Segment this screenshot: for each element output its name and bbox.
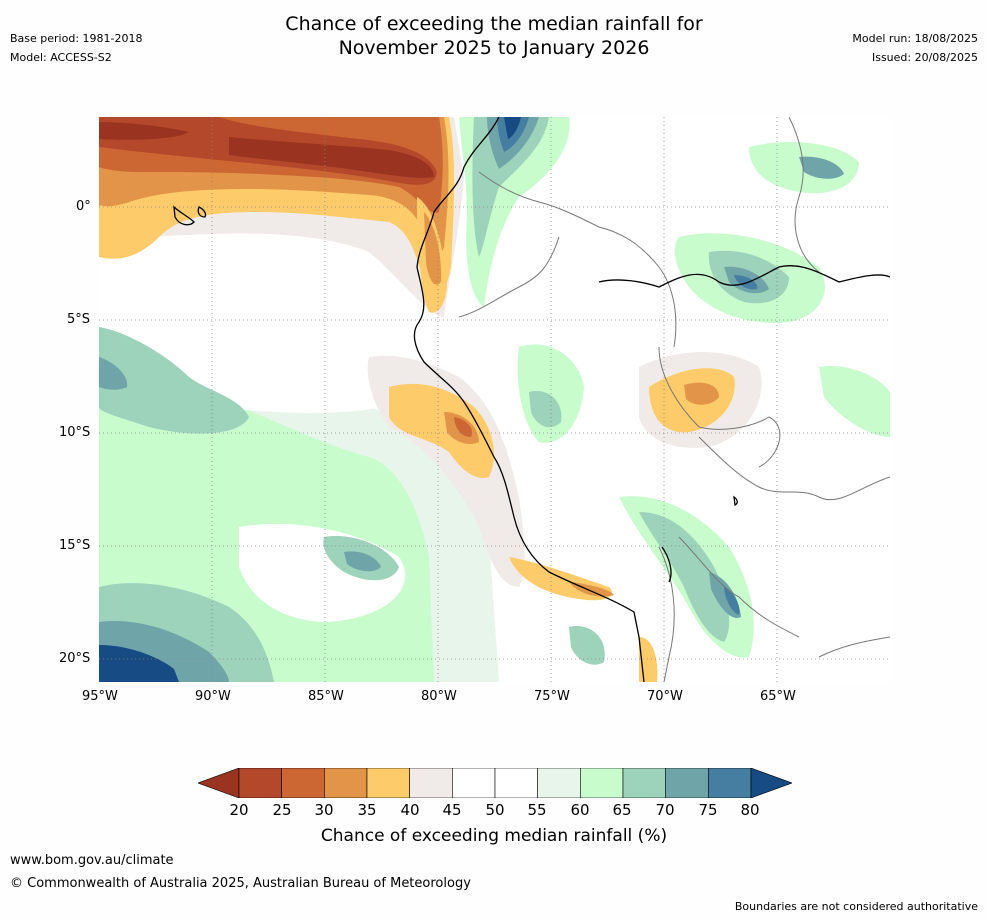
lon-label-70w: 70°W <box>647 689 683 704</box>
contour-65-70-amazon <box>529 391 562 428</box>
colorbar-low-arrow <box>198 768 240 798</box>
colorbar-cell <box>366 768 410 798</box>
colorbar-tick-40: 40 <box>400 801 420 819</box>
colorbar-cell <box>708 768 752 798</box>
colorbar-cell <box>281 768 325 798</box>
rainfall-map <box>99 117 890 682</box>
colorbar-tick-60: 60 <box>570 801 590 819</box>
issued-text: Issued: 20/08/2025 <box>871 51 978 64</box>
disclaimer-text: Boundaries are not considered authoritat… <box>734 900 978 913</box>
colorbar-tick-55: 55 <box>527 801 547 819</box>
contour-70-75-brazil-ne <box>799 156 844 179</box>
colorbar-tick-65: 65 <box>612 801 632 819</box>
colorbar-cell <box>452 768 496 798</box>
lon-label-85w: 85°W <box>308 689 344 704</box>
colorbar-cell <box>409 768 453 798</box>
contour-60-65-east-coast <box>819 366 890 437</box>
colorbar-tick-25: 25 <box>272 801 292 819</box>
colorbar-cell <box>494 768 538 798</box>
contour-70-75-west <box>99 357 128 390</box>
colorbar-tick-30: 30 <box>314 801 334 819</box>
lon-label-95w: 95°W <box>82 689 118 704</box>
colorbar-tick-75: 75 <box>698 801 718 819</box>
contour-80-colombia <box>504 117 521 139</box>
contour-70-75-mid <box>344 551 381 572</box>
colorbar-tick-80: 80 <box>740 801 760 819</box>
colorbar-tick-45: 45 <box>442 801 462 819</box>
contour-below-20-west <box>99 122 189 140</box>
colorbar-cells <box>238 768 752 798</box>
map-title: Chance of exceeding the median rainfall … <box>0 12 988 60</box>
colorbar-cell <box>665 768 709 798</box>
contour-65-70-chile <box>569 626 605 665</box>
colorbar-cell <box>324 768 368 798</box>
colorbar-cell <box>238 768 282 798</box>
lat-label-0: 0° <box>76 199 91 214</box>
contour-75-80-bolivia <box>724 587 740 615</box>
colorbar-title: Chance of exceeding median rainfall (%) <box>320 826 668 846</box>
contour-65-70-west <box>99 327 249 434</box>
contour-30-35-brazil-interior <box>684 382 719 405</box>
colorbar-tick-35: 35 <box>357 801 377 819</box>
website-url: www.bom.gov.au/climate <box>10 853 174 868</box>
lat-label-15s: 15°S <box>59 538 91 553</box>
lat-label-10s: 10°S <box>59 425 91 440</box>
colorbar-tick-70: 70 <box>655 801 675 819</box>
contour-75-80-brazil-north <box>734 275 758 290</box>
colorbar-tick-50: 50 <box>485 801 505 819</box>
contour-below-20-equatorial <box>229 137 434 178</box>
colorbar-tick-20: 20 <box>229 801 249 819</box>
colorbar-cell <box>537 768 581 798</box>
coastline <box>173 117 890 682</box>
colorbar <box>198 768 792 798</box>
colorbar-high-arrow <box>750 768 792 798</box>
base-period-text: Base period: 1981-2018 <box>10 32 143 45</box>
lon-label-90w: 90°W <box>195 689 231 704</box>
contour-80-sw <box>99 645 179 682</box>
lat-label-20s: 20°S <box>59 651 91 666</box>
title-line-2: November 2025 to January 2026 <box>338 37 650 59</box>
contour-35-40-chile-north <box>639 637 658 682</box>
country-boundaries <box>458 117 890 682</box>
contour-25-30-peru <box>454 417 473 437</box>
contour-65-70-colombia <box>472 117 549 257</box>
lon-label-80w: 80°W <box>421 689 457 704</box>
lon-label-75w: 75°W <box>534 689 570 704</box>
model-run-text: Model run: 18/08/2025 <box>852 32 978 45</box>
lat-label-5s: 5°S <box>67 312 91 327</box>
lon-label-65w: 65°W <box>760 689 796 704</box>
colorbar-cell <box>622 768 666 798</box>
copyright-text: © Commonwealth of Australia 2025, Austra… <box>10 876 471 891</box>
contour-65-70-bolivia <box>639 512 730 642</box>
colorbar-cell <box>580 768 624 798</box>
model-text: Model: ACCESS-S2 <box>10 51 112 64</box>
title-line-1: Chance of exceeding the median rainfall … <box>285 13 703 35</box>
